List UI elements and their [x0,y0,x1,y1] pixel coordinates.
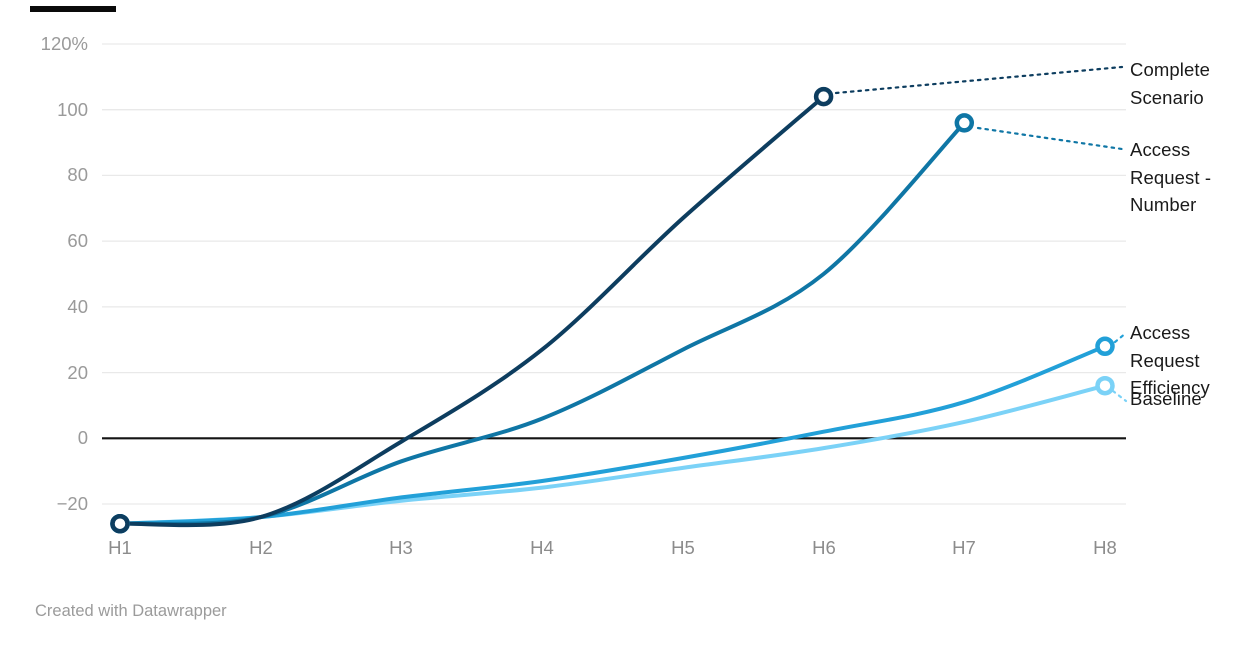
y-axis-tick: 100 [57,99,88,120]
x-axis-tick: H1 [108,537,132,558]
top-left-dark-bar [30,6,116,12]
y-axis-tick: 80 [67,164,88,185]
series-label-access-request-number: Access Request - Number [1130,139,1212,215]
x-axis-tick: H7 [952,537,976,558]
y-axis-tick: 0 [77,427,88,448]
y-axis-tick: 120% [40,33,88,54]
y-axis-tick: 40 [67,296,88,317]
series-label-access-request-efficiency: Access Request Efficiency [1130,322,1210,398]
y-axis-tick: 60 [67,230,88,251]
x-axis-tick: H4 [530,537,554,558]
x-axis-tick: H2 [249,537,273,558]
datawrapper-credit-link[interactable]: Created with Datawrapper [35,602,227,620]
series-label-baseline: Baseline [1130,388,1202,409]
series-label-complete-scenario: Complete Scenario [1130,59,1210,108]
x-axis-tick: H8 [1093,537,1117,558]
y-axis-tick: 20 [67,362,88,383]
x-axis-tick: H3 [389,537,413,558]
x-axis-tick: H6 [812,537,836,558]
x-axis-tick: H5 [671,537,695,558]
y-axis-tick: −20 [56,493,88,514]
